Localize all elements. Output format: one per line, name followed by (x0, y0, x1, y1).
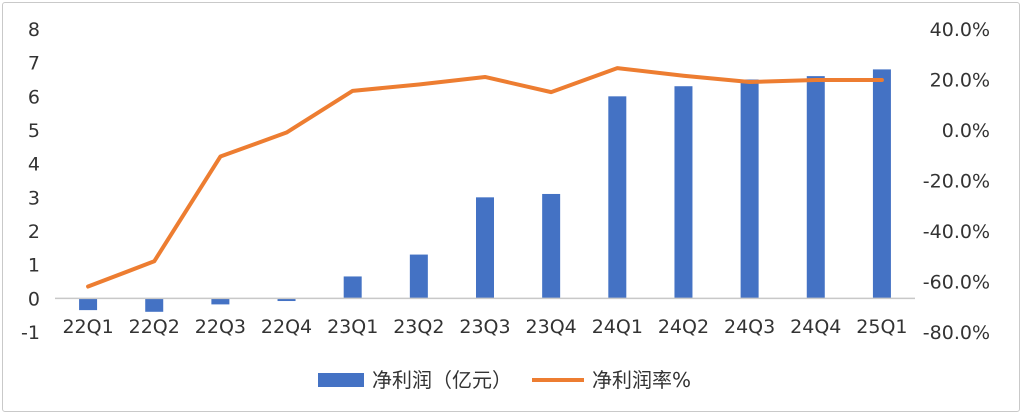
right-tick-label: 40.0% (930, 19, 990, 41)
bar (343, 276, 362, 299)
right-tick-label: -80.0% (923, 322, 990, 344)
right-axis: -80.0% -60.0% -40.0% -20.0% 0.0% 20.0% 40.0% (923, 19, 990, 344)
bar (740, 79, 759, 299)
right-tick-label: 0.0% (942, 120, 990, 142)
bar (608, 96, 627, 299)
category-label: 24Q3 (724, 316, 775, 338)
bar (277, 298, 296, 302)
left-tick-label: 0 (28, 288, 40, 310)
left-tick-label: 6 (28, 86, 40, 108)
legend-line-label: 净利润率% (592, 368, 691, 392)
bar (806, 76, 825, 299)
category-label: 23Q1 (327, 316, 378, 338)
bar (145, 298, 164, 312)
category-label: 22Q4 (261, 316, 312, 338)
bar (409, 254, 428, 299)
legend: 净利润（亿元） 净利润率% (318, 368, 691, 392)
bar (211, 298, 230, 305)
line-series (86, 66, 884, 289)
bar (872, 69, 891, 299)
category-label: 24Q4 (790, 316, 841, 338)
left-tick-label: 4 (28, 154, 40, 176)
left-tick-label: 1 (28, 255, 40, 277)
category-label: 24Q1 (592, 316, 643, 338)
left-tick-label: 3 (28, 187, 40, 209)
category-label: 25Q1 (856, 316, 907, 338)
legend-bar-swatch (318, 373, 364, 387)
left-tick-label: -1 (21, 322, 40, 344)
category-label: 23Q4 (526, 316, 577, 338)
right-tick-label: -60.0% (923, 272, 990, 294)
x-axis: 22Q1 22Q2 22Q3 22Q4 23Q1 23Q2 23Q3 23Q4 24Q1 24Q2… (62, 316, 907, 338)
left-tick-label: 8 (28, 19, 40, 41)
bar (476, 197, 494, 299)
margin-line (86, 66, 884, 289)
bar-series (79, 69, 891, 312)
category-label: 24Q2 (658, 316, 709, 338)
left-tick-label: 2 (28, 221, 40, 243)
category-label: 23Q2 (393, 316, 444, 338)
right-tick-label: -20.0% (923, 171, 990, 193)
category-label: 23Q3 (459, 316, 510, 338)
chart-frame (2, 2, 1020, 412)
right-tick-label: 20.0% (930, 70, 990, 92)
bar (674, 86, 693, 299)
legend-bar-label: 净利润（亿元） (372, 368, 512, 392)
category-label: 22Q1 (62, 316, 113, 338)
bar (79, 298, 98, 311)
left-tick-label: 5 (28, 120, 40, 142)
left-tick-label: 7 (28, 53, 40, 75)
category-label: 22Q3 (195, 316, 246, 338)
right-tick-label: -40.0% (923, 221, 990, 243)
left-axis: -1 0 1 2 3 4 5 6 7 8 (21, 19, 40, 344)
category-label: 22Q2 (129, 316, 180, 338)
bar (542, 193, 561, 299)
